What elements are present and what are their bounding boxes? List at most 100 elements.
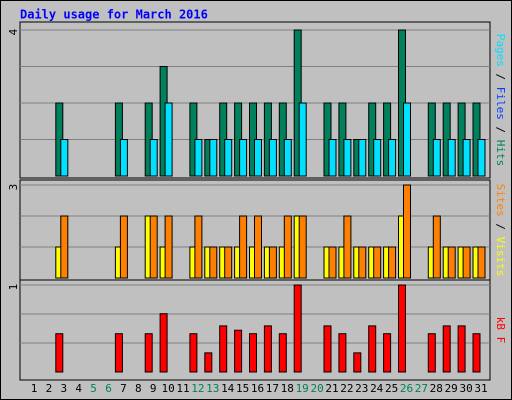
bar xyxy=(283,215,292,279)
x-tick-label: 7 xyxy=(120,382,127,395)
bar xyxy=(164,215,173,279)
bar xyxy=(283,139,292,177)
bar xyxy=(388,246,397,279)
bar xyxy=(358,246,367,279)
chart-title: Daily usage for March 2016 xyxy=(20,8,208,22)
y-tick-label: 4 xyxy=(7,28,20,35)
bar xyxy=(144,333,153,373)
bar xyxy=(403,102,411,177)
x-tick-label: 11 xyxy=(176,382,189,395)
bar xyxy=(457,325,466,373)
legend: kB F xyxy=(494,317,507,344)
bar xyxy=(194,215,203,279)
bar xyxy=(298,102,307,177)
bar xyxy=(472,333,481,373)
legend-entry: Visits xyxy=(494,237,507,277)
y-tick-label: 1 xyxy=(7,284,20,291)
bar xyxy=(358,139,367,177)
bar xyxy=(204,352,213,373)
x-tick-label: 16 xyxy=(251,382,264,395)
bar xyxy=(263,325,272,373)
legend-entry: Pages xyxy=(494,34,507,67)
bar xyxy=(149,215,158,279)
bar xyxy=(383,333,392,373)
bar xyxy=(293,284,302,373)
x-tick-label: 20 xyxy=(310,382,323,395)
bar xyxy=(254,139,262,177)
bar xyxy=(209,246,218,279)
bar xyxy=(119,215,128,279)
x-tick-label: 13 xyxy=(206,382,219,395)
bar xyxy=(447,139,456,177)
legend-separator: / xyxy=(494,67,507,87)
bar xyxy=(462,246,471,279)
x-tick-label: 30 xyxy=(459,382,472,395)
bar xyxy=(239,139,248,177)
x-tick-label: 17 xyxy=(266,382,279,395)
bar xyxy=(398,284,406,373)
legend-entry: Hits xyxy=(494,140,507,167)
x-tick-label: 15 xyxy=(236,382,249,395)
bar xyxy=(219,325,228,373)
bar xyxy=(338,333,347,373)
bar xyxy=(462,139,471,177)
bar xyxy=(60,215,69,279)
x-tick-label: 25 xyxy=(385,382,398,395)
bar xyxy=(278,333,287,373)
x-tick-label: 23 xyxy=(355,382,368,395)
bar xyxy=(447,246,456,279)
bar xyxy=(373,246,382,279)
bar xyxy=(477,139,486,177)
bar xyxy=(328,139,337,177)
x-tick-label: 27 xyxy=(415,382,428,395)
x-tick-label: 14 xyxy=(221,382,235,395)
bar xyxy=(353,352,362,373)
bar xyxy=(298,215,307,279)
x-tick-label: 22 xyxy=(340,382,353,395)
bar xyxy=(114,333,123,373)
bar xyxy=(328,246,337,279)
x-tick-label: 3 xyxy=(60,382,67,395)
bar xyxy=(403,184,411,279)
x-tick-label: 26 xyxy=(400,382,413,395)
x-tick-label: 10 xyxy=(161,382,174,395)
bar xyxy=(194,139,203,177)
x-tick-label: 24 xyxy=(370,382,384,395)
bar xyxy=(164,102,173,177)
x-tick-label: 5 xyxy=(90,382,97,395)
bar xyxy=(224,139,233,177)
x-tick-label: 4 xyxy=(75,382,82,395)
bar xyxy=(427,333,436,373)
bar xyxy=(323,325,332,373)
legend-entry: Sites xyxy=(494,184,507,217)
bar xyxy=(119,139,128,177)
legend: Pages / Files / Hits xyxy=(494,34,507,167)
x-tick-label: 8 xyxy=(135,382,142,395)
bar xyxy=(189,333,198,373)
x-tick-label: 9 xyxy=(150,382,157,395)
legend-entry: Files xyxy=(494,87,507,120)
bar xyxy=(432,215,441,279)
bar xyxy=(268,139,277,177)
legend-entry: kB F xyxy=(494,317,507,344)
bar xyxy=(343,215,352,279)
legend: Sites / Visits xyxy=(494,184,507,277)
bar xyxy=(159,313,168,373)
bar xyxy=(239,215,248,279)
x-tick-label: 21 xyxy=(325,382,338,395)
bar xyxy=(254,215,262,279)
legend-separator: / xyxy=(494,120,507,140)
bar xyxy=(388,139,397,177)
x-tick-label: 18 xyxy=(281,382,294,395)
bar xyxy=(209,139,218,177)
bar xyxy=(268,246,277,279)
x-tick-label: 12 xyxy=(191,382,204,395)
x-tick-label: 31 xyxy=(474,382,487,395)
bar xyxy=(432,139,441,177)
x-tick-label: 1 xyxy=(31,382,38,395)
x-tick-label: 2 xyxy=(46,382,53,395)
bar xyxy=(368,325,377,373)
bar xyxy=(60,139,69,177)
